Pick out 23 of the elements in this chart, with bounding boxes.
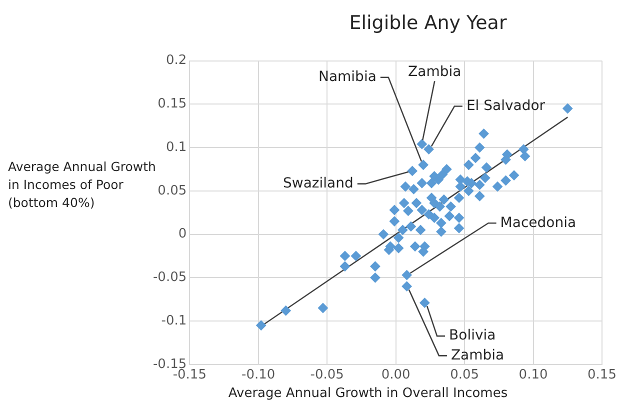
y-tick-label: 0.2	[166, 53, 187, 68]
x-axis-title: Average Annual Growth in Overall Incomes	[227, 386, 509, 401]
x-tick-label: -0.05	[310, 368, 344, 383]
y-tick-label: 0.05	[158, 183, 187, 198]
x-tick-label: -0.10	[242, 368, 276, 383]
annotation: Zambia	[450, 347, 504, 364]
y-tick-label: -0.1	[161, 313, 187, 328]
y-tick-label: 0.15	[158, 96, 187, 112]
annotation: Zambia	[408, 64, 462, 80]
annotation: Swaziland	[283, 175, 354, 192]
annotation: El Salvador	[466, 98, 546, 114]
x-tick-label: 0.15	[588, 368, 616, 383]
x-tick-label: 0.00	[381, 368, 410, 383]
y-tick-label: 0	[178, 226, 187, 242]
y-tick-label: 0.1	[166, 140, 187, 155]
annotation: Namibia	[318, 69, 376, 86]
y-tick-label: -0.05	[152, 270, 187, 286]
chart-title: Eligible Any Year	[348, 12, 508, 34]
x-tick-label: 0.05	[450, 368, 480, 383]
annotation: Macedonia	[500, 214, 576, 231]
y-axis-title: Average Annual Growth in Incomes of Poor (bottom 40%)	[8, 159, 156, 210]
x-tick-label: 0.10	[518, 368, 548, 383]
annotation: Bolivia	[449, 328, 496, 344]
